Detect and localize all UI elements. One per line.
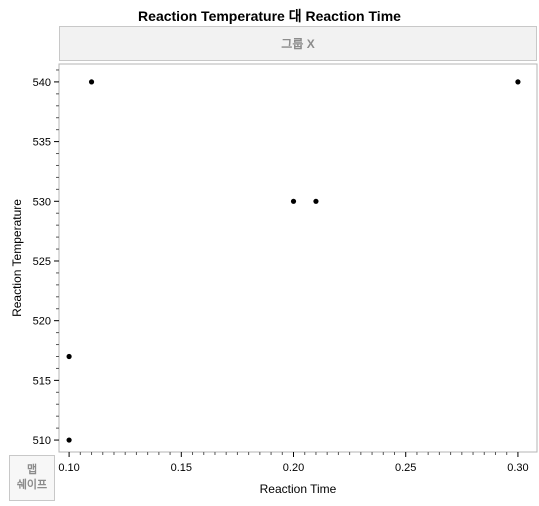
x-tick-label: 0.15 xyxy=(171,462,192,474)
y-tick-label: 520 xyxy=(33,316,51,328)
y-tick-label: 535 xyxy=(33,137,51,149)
x-tick-label: 0.30 xyxy=(507,462,528,474)
x-tick-label: 0.10 xyxy=(58,462,79,474)
data-point[interactable] xyxy=(66,353,72,360)
chart-title: Reaction Temperature 대 Reaction Time xyxy=(138,8,401,24)
data-point[interactable] xyxy=(66,437,72,443)
map-shape-label-line2: 쉐이프 xyxy=(16,479,48,491)
y-tick-label: 515 xyxy=(33,375,51,387)
y-tick-label: 525 xyxy=(33,256,51,268)
map-shape-label-line1: 맵 xyxy=(26,464,38,476)
x-axis-title: Reaction Time xyxy=(260,482,337,496)
x-tick-label: 0.25 xyxy=(395,462,416,474)
x-tick-label: 0.20 xyxy=(283,462,304,474)
data-point[interactable] xyxy=(290,198,297,204)
y-tick-label: 530 xyxy=(33,196,51,208)
y-axis-title: Reaction Temperature xyxy=(10,199,24,317)
y-tick-label: 540 xyxy=(33,77,51,89)
plot-frame xyxy=(58,63,538,453)
group-x-dropzone[interactable]: 그룹 X xyxy=(59,26,537,61)
data-point[interactable] xyxy=(515,79,521,85)
map-shape-dropzone[interactable]: 맵 쉐이프 xyxy=(9,455,55,501)
data-point[interactable] xyxy=(313,198,319,204)
data-point[interactable] xyxy=(88,79,95,85)
y-tick-label: 510 xyxy=(33,435,51,447)
